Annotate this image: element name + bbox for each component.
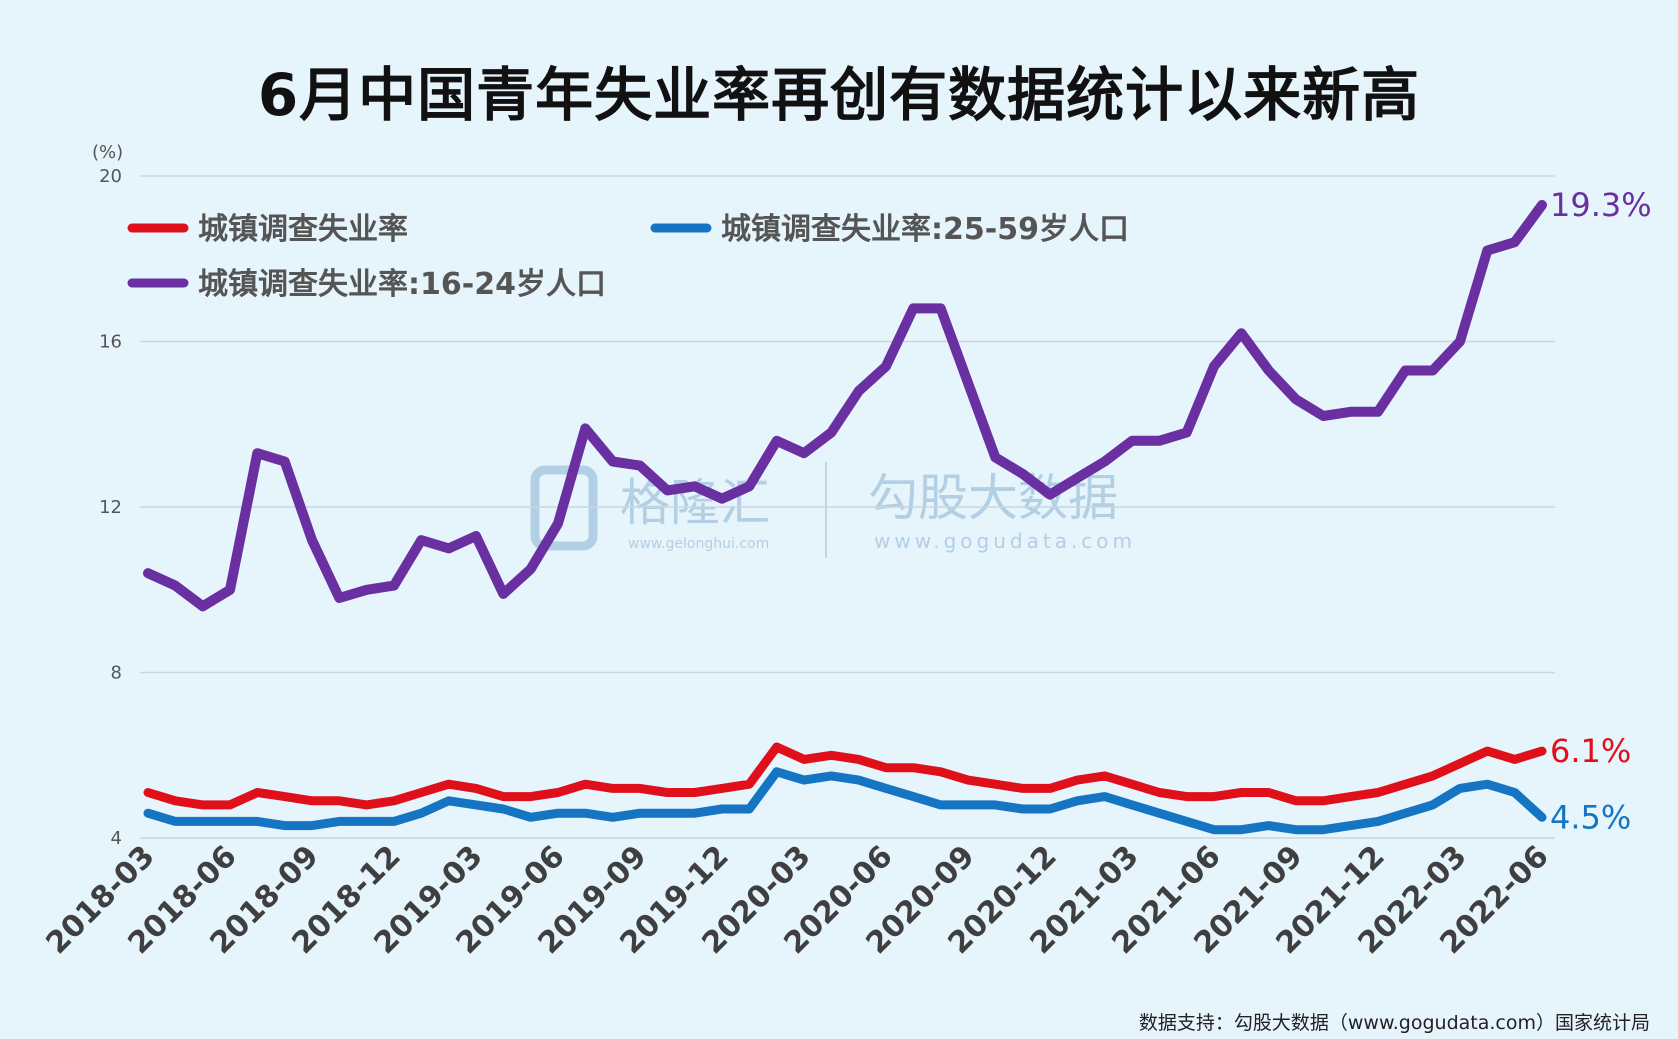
x-axis: 2018-032018-062018-092018-122019-032019-… [40,839,1556,961]
legend-label: 城镇调查失业率 [198,212,408,247]
legend-label: 城镇调查失业率:16-24岁人口 [198,267,606,302]
series-line [143,767,1547,835]
end-value-label: 19.3% [1550,186,1652,224]
y-tick-label: 12 [99,497,122,518]
y-tick-label: 4 [111,828,122,849]
watermark-logo-icon [530,465,598,551]
watermark-brand1-url: www.gelonghui.com [628,536,769,552]
y-tick-label: 8 [111,663,122,684]
end-value-label: 6.1% [1550,732,1631,770]
y-axis: (%) 4 8 12 16 20 [92,142,123,849]
series-line [143,200,1547,612]
y-tick-label: 16 [99,332,122,353]
series-lines [143,200,1547,835]
y-tick-label: 20 [99,166,122,187]
y-unit-label: (%) [92,142,123,163]
end-labels: 6.1% 4.5% 19.3% [1550,186,1652,836]
legend-label: 城镇调查失业率:25-59岁人口 [721,212,1129,247]
source-note: 数据支持：勾股大数据（www.gogudata.com）国家统计局 [1138,1012,1650,1034]
end-value-label: 4.5% [1550,798,1631,836]
series-line [143,742,1547,810]
watermark-brand2-url: www.gogudata.com [874,529,1136,553]
grid [140,175,1555,839]
page-title: 6月中国青年失业率再创有数据统计以来新高 [257,61,1421,129]
watermark: 格隆汇 www.gelonghui.com 勾股大数据 www.gogudata… [530,462,1136,558]
